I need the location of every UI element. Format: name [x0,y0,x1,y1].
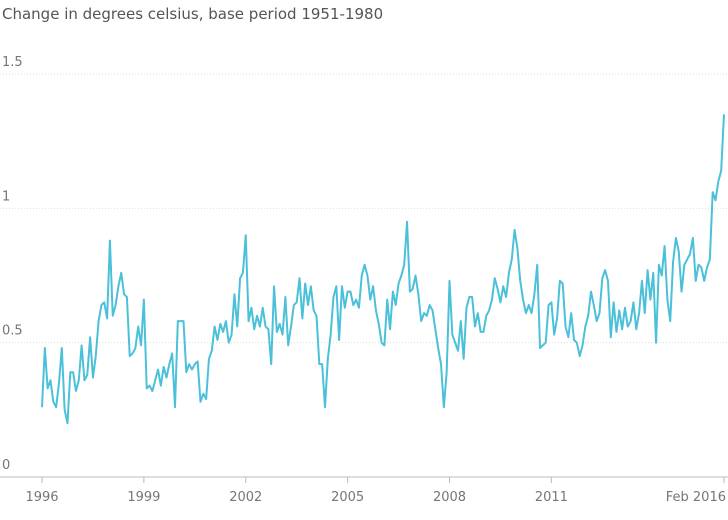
line-series [41,114,725,425]
x-tick-label: 2002 [229,490,262,505]
x-tick-label: 2008 [433,490,466,505]
y-tick-label: 0 [2,458,10,473]
y-tick-label: 1 [2,189,10,204]
x-tick-label: Feb 2016 [666,490,726,505]
x-tick-label: 1996 [25,490,58,505]
x-tick-label: 2011 [535,490,568,505]
y-tick-label: 0.5 [2,324,23,339]
x-tick-label: 1999 [127,490,160,505]
x-tick-label: 2005 [331,490,364,505]
y-tick-label: 1.5 [2,55,23,70]
chart-title: Change in degrees celsius, base period 1… [2,5,383,23]
